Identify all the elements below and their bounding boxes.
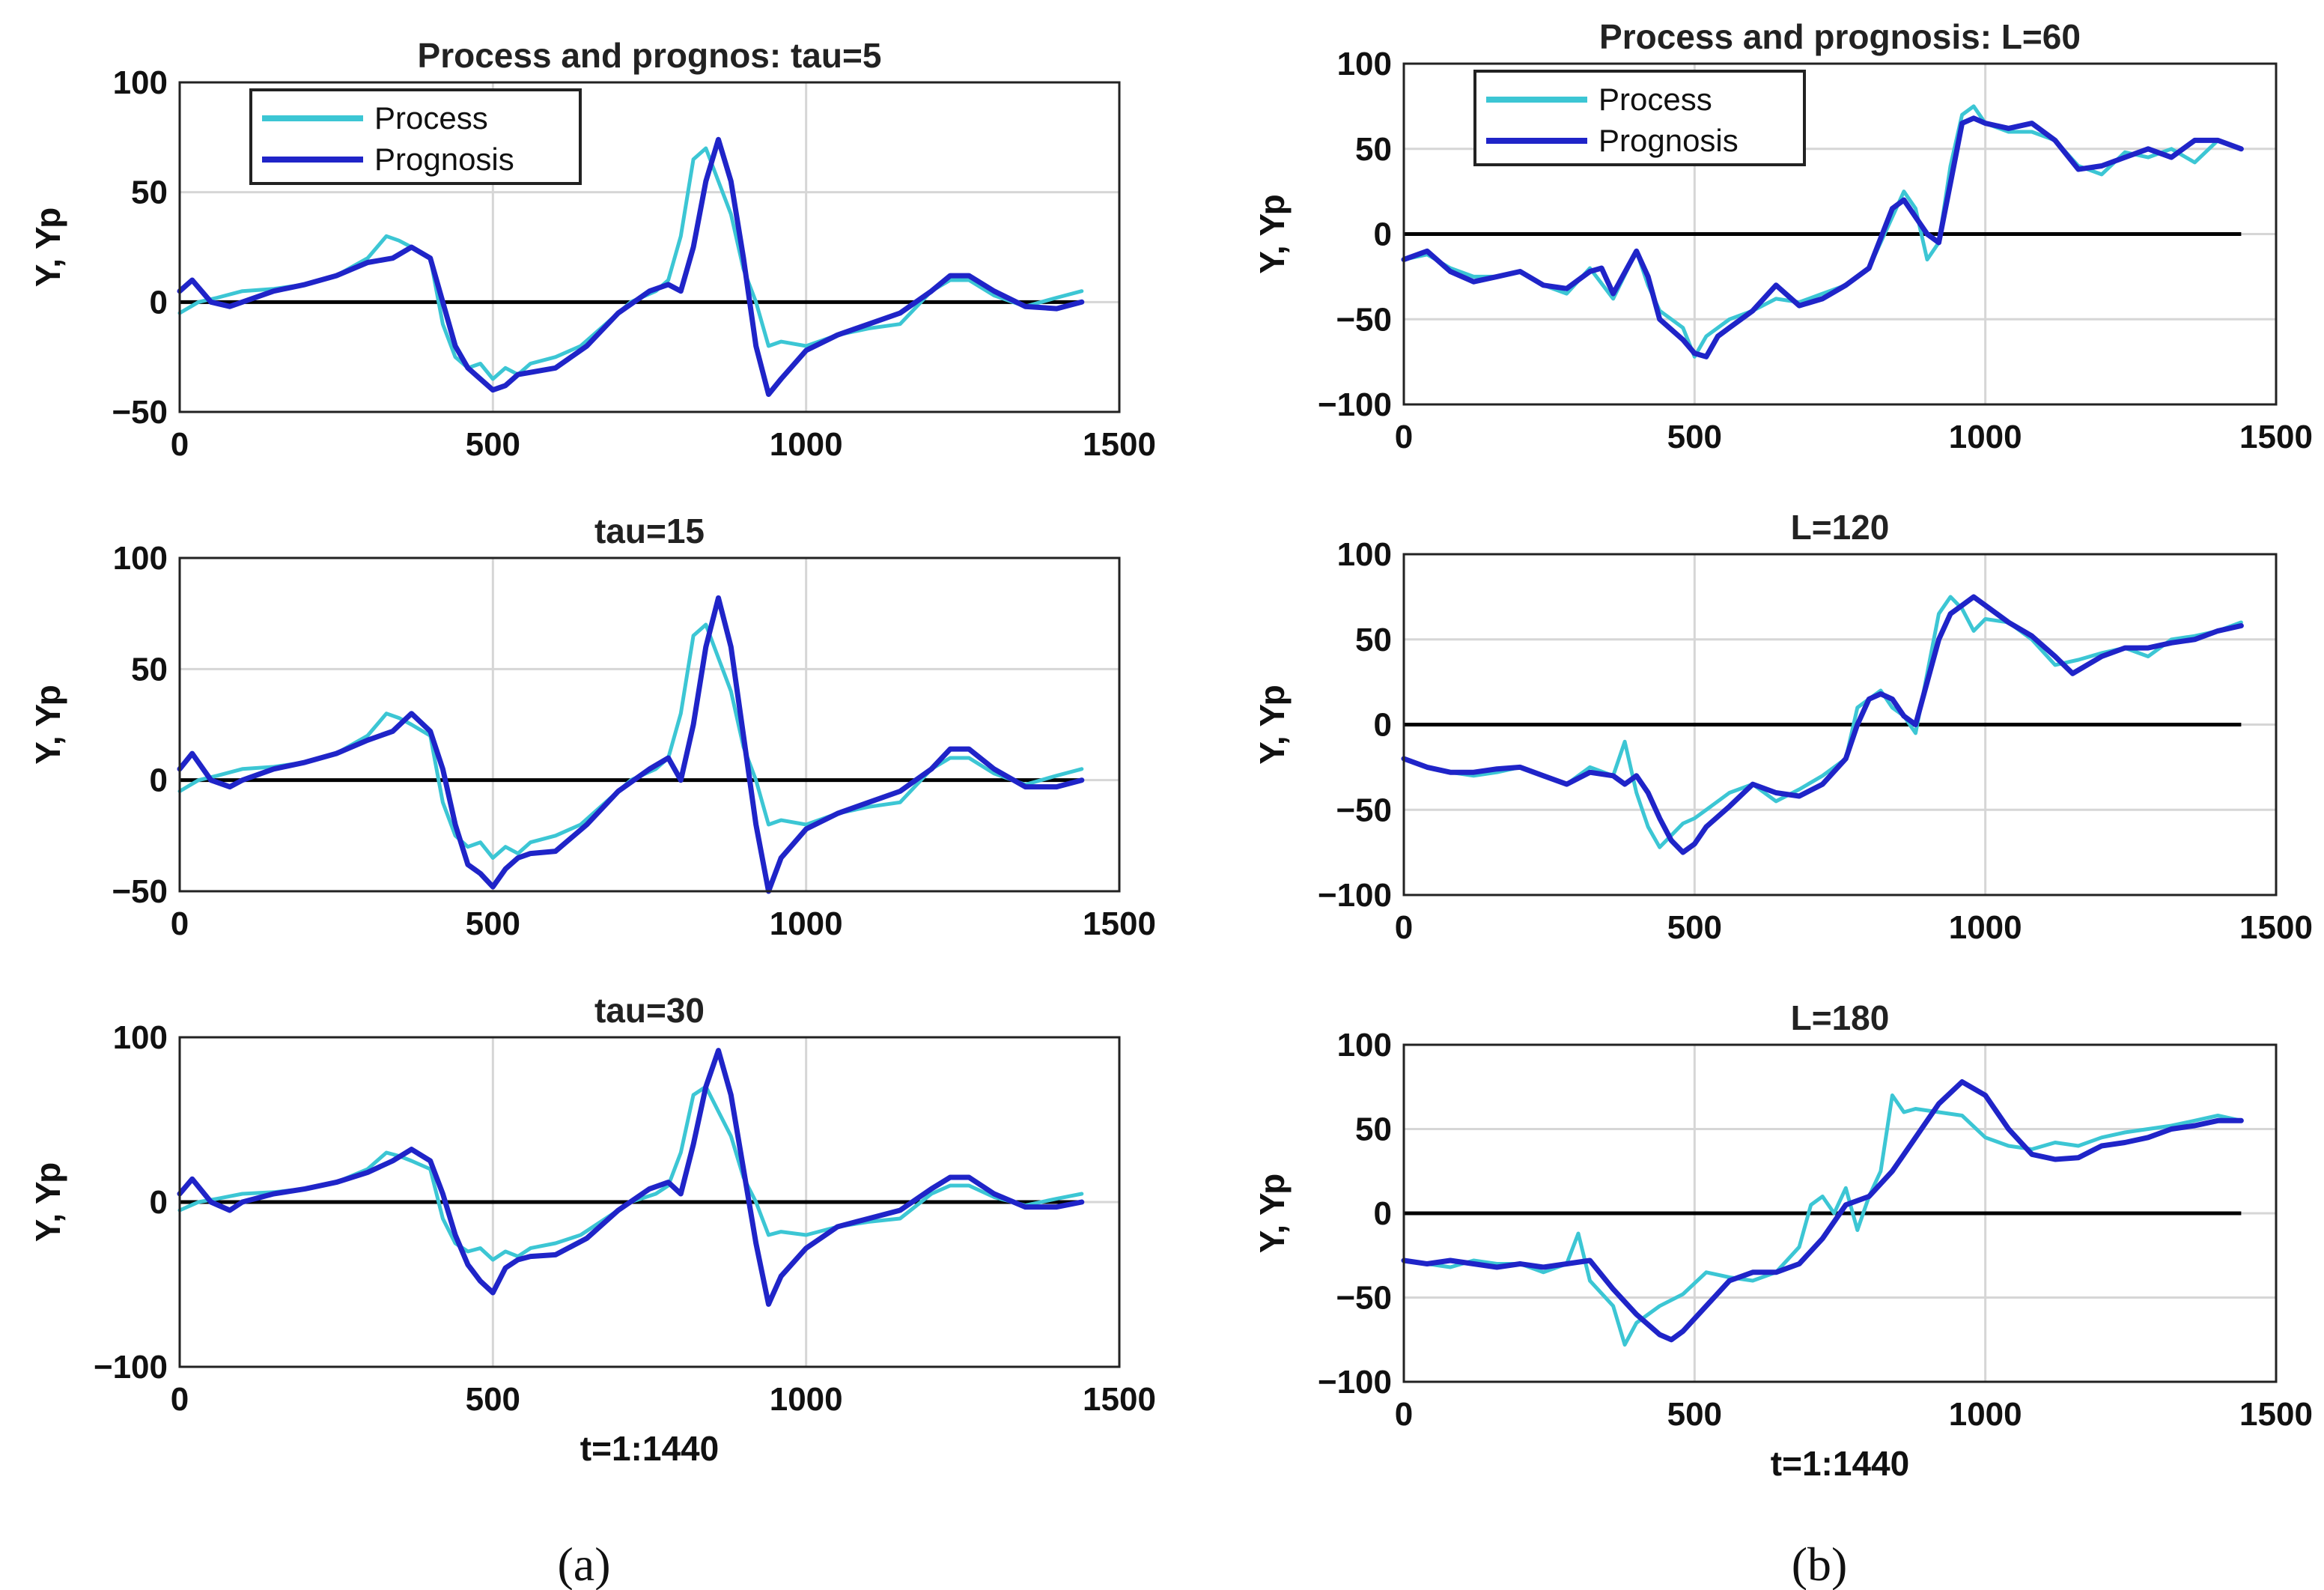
y-tick-label: 100: [113, 64, 168, 101]
x-tick-label: 1000: [770, 905, 843, 942]
y-tick-label: 100: [1337, 46, 1392, 82]
y-tick-label: 50: [1355, 131, 1392, 168]
y-tick-label: 50: [1355, 622, 1392, 658]
axes-frame: [178, 556, 1121, 893]
y-tick-label: 100: [113, 1019, 168, 1056]
y-tick-label: −50: [112, 394, 168, 431]
chart-title: Process and prognosis: L=60: [1599, 17, 2081, 56]
chart-title: tau=15: [594, 512, 705, 550]
x-tick-label: 500: [466, 905, 520, 942]
y-tick-label: 0: [150, 284, 168, 321]
legend-prognosis-label: Prognosis: [1598, 123, 1739, 158]
y-tick-label: 100: [1337, 1027, 1392, 1063]
x-tick-label: 0: [1395, 419, 1413, 455]
panel-label-a: (a): [557, 1538, 610, 1590]
y-tick-label: 0: [150, 1184, 168, 1221]
y-tick-label: −50: [112, 873, 168, 910]
x-tick-label: 1500: [2239, 419, 2313, 455]
y-tick-label: 100: [113, 540, 168, 577]
chart-b1: 0 500 1000 1500 −100 −50 0 50 100 Process and pro…: [1253, 17, 2313, 455]
y-axis-label: Y, Yp: [1253, 1174, 1292, 1254]
x-tick-label: 0: [171, 1381, 189, 1418]
legend-process-label: Process: [1598, 82, 1712, 117]
x-tick-label: 500: [1667, 1396, 1722, 1433]
y-tick-label: 50: [131, 175, 168, 211]
y-tick-label: −100: [1318, 877, 1392, 914]
x-tick-label: 1500: [2239, 1396, 2313, 1433]
x-tick-label: 1000: [770, 1381, 843, 1418]
x-tick-label: 500: [466, 1381, 520, 1418]
x-tick-label: 0: [171, 905, 189, 942]
y-tick-label: −100: [94, 1349, 168, 1386]
x-tick-label: 0: [171, 426, 189, 463]
y-axis-label: Y, Yp: [1253, 685, 1292, 765]
process-series-line: [1402, 1093, 2243, 1347]
y-tick-label: −50: [1336, 1280, 1392, 1317]
x-tick-label: 500: [1667, 909, 1722, 946]
legend-process-label: Process: [374, 100, 488, 136]
chart-title: tau=30: [594, 991, 705, 1030]
axes-frame: [1402, 62, 2278, 406]
y-tick-label: 50: [1355, 1111, 1392, 1148]
y-tick-label: 0: [1374, 216, 1392, 253]
x-tick-label: 1500: [1083, 1381, 1156, 1418]
prognosis-series-line: [177, 1048, 1085, 1307]
y-axis-label: Y, Yp: [28, 685, 67, 765]
y-axis-label: Y, Yp: [28, 207, 67, 288]
axes-frame: [1402, 1043, 2278, 1383]
axes-frame: [178, 81, 1121, 413]
x-tick-label: 0: [1395, 909, 1413, 946]
y-tick-label: −50: [1336, 792, 1392, 828]
chart-title: Process and prognos: tau=5: [418, 36, 882, 75]
x-tick-label: 1500: [2239, 909, 2313, 946]
y-axis-label: Y, Yp: [28, 1162, 67, 1242]
x-tick-label: 1000: [1949, 909, 2022, 946]
axes-frame: [1402, 553, 2278, 896]
x-tick-label: 1500: [1083, 426, 1156, 463]
chart-b2: 0 500 1000 1500 −100 −50 0 50 100 L=120 Y, Yp: [1253, 508, 2313, 946]
x-tick-label: 1000: [1949, 419, 2022, 455]
legend-prognosis-label: Prognosis: [374, 142, 514, 177]
y-tick-label: −50: [1336, 301, 1392, 338]
x-tick-label: 1000: [1949, 1396, 2022, 1433]
chart-title: L=120: [1791, 508, 1890, 547]
x-tick-label: 1500: [1083, 905, 1156, 942]
y-tick-label: −100: [1318, 386, 1392, 423]
y-tick-label: 50: [131, 651, 168, 688]
x-tick-label: 1000: [770, 426, 843, 463]
prognosis-series-line: [1401, 594, 2244, 855]
axes-frame: [178, 1036, 1121, 1368]
y-tick-label: 100: [1337, 536, 1392, 573]
panel-label-b: (b): [1792, 1538, 1848, 1590]
prognosis-series-line: [1401, 115, 2244, 359]
prognosis-series-line: [177, 136, 1085, 397]
x-tick-label: 500: [1667, 419, 1722, 455]
legend-box: [249, 88, 582, 185]
prognosis-series-line: [1401, 1079, 2244, 1343]
x-tick-label: 500: [466, 426, 520, 463]
y-axis-label: Y, Yp: [1253, 194, 1292, 274]
x-axis-label: t=1:1440: [580, 1429, 719, 1468]
plot-area: [180, 558, 1119, 891]
chart-title: L=180: [1791, 998, 1890, 1037]
y-tick-label: 0: [150, 762, 168, 799]
legend-box: [1473, 70, 1806, 166]
y-tick-label: 0: [1374, 707, 1392, 744]
x-tick-label: 0: [1395, 1396, 1413, 1433]
y-tick-label: −100: [1318, 1364, 1392, 1401]
chart-b3: 0 500 1000 1500 −100 −50 0 50 100 L=180 Y, Yp t=1:1…: [1253, 998, 2313, 1483]
prognosis-series-line: [177, 595, 1085, 894]
x-axis-label: t=1:1440: [1771, 1444, 1909, 1483]
y-tick-label: 0: [1374, 1195, 1392, 1232]
